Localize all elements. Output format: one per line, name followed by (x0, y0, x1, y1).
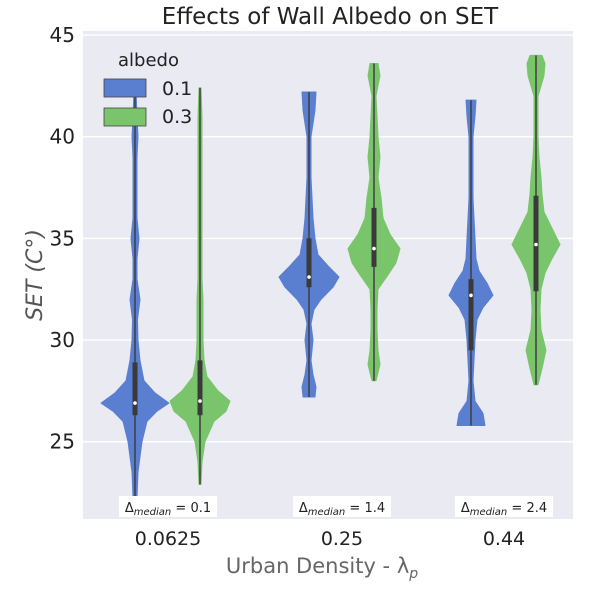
annotation-box (455, 496, 553, 517)
legend-label-0.3: 0.3 (162, 106, 192, 128)
y-tick-label: 30 (50, 328, 75, 352)
annotation-sub: median (134, 507, 172, 518)
violin-median-point (307, 275, 311, 279)
violin-median-point (198, 399, 202, 403)
annotation-box (119, 496, 217, 517)
violin-median-point (534, 242, 538, 247)
legend-label-0.1: 0.1 (162, 78, 192, 100)
x-tick-label: 0.25 (321, 528, 363, 550)
annotation-value: = 2.4 (507, 501, 547, 516)
y-tick-label: 25 (50, 430, 75, 454)
annotation-value: = 0.1 (171, 501, 211, 516)
x-axis-label-sub: p (408, 566, 418, 582)
y-axis-label: SET (C°) (23, 229, 48, 321)
violin-median-point (372, 246, 376, 251)
x-axis-label-main: Urban Density - λ (226, 554, 409, 578)
annotation-sub: median (308, 507, 346, 518)
annotation-sub: median (470, 507, 508, 518)
annotation-text: Δmedian = 2.4 (461, 501, 547, 518)
legend-swatch-0.1 (103, 78, 147, 98)
legend-title: albedo (118, 50, 179, 71)
annotation-box (293, 496, 391, 517)
y-tick-label: 35 (50, 226, 75, 250)
annotation-delta: Δ (461, 501, 470, 516)
legend: albedo 0.1 0.3 (103, 50, 192, 128)
annotation-delta: Δ (125, 501, 134, 516)
axis-ticks: 25 30 35 40 45 0.0625 0.25 0.44 (50, 23, 526, 550)
violin-median-point (133, 401, 137, 405)
x-tick-label: 0.0625 (135, 528, 201, 550)
annotation-text: Δmedian = 1.4 (299, 501, 385, 518)
chart-title: Effects of Wall Albedo on SET (162, 4, 499, 30)
annotations: Δmedian = 0.1 Δmedian = 1.4 Δmedian = 2.4 (119, 496, 553, 518)
y-tick-label: 40 (50, 125, 75, 149)
y-tick-label: 45 (50, 23, 75, 47)
annotation-delta: Δ (299, 501, 308, 516)
x-tick-label: 0.44 (483, 528, 525, 550)
x-axis-label: Urban Density - λp (226, 554, 418, 582)
violin-median-point (469, 293, 473, 298)
violins (100, 54, 561, 500)
annotation-text: Δmedian = 0.1 (125, 501, 211, 518)
gridlines (83, 34, 573, 443)
annotation-value: = 1.4 (345, 501, 385, 516)
legend-swatch-0.3 (103, 107, 147, 127)
